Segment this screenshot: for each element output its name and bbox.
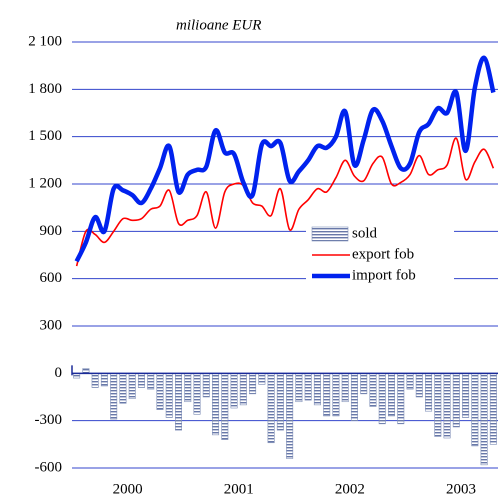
bar (415, 373, 423, 398)
bar (230, 373, 238, 409)
bar (369, 373, 377, 407)
y-tick-label: 600 (40, 270, 63, 286)
y-tick-label: -300 (35, 412, 63, 428)
legend: sold export fob import fob (306, 222, 454, 288)
bar (165, 373, 173, 418)
bar (193, 373, 201, 415)
bar (471, 373, 479, 447)
bar (452, 373, 460, 428)
bar (480, 373, 488, 466)
bar (156, 373, 164, 410)
bar (128, 373, 136, 399)
bar (239, 373, 247, 406)
bar (323, 373, 331, 417)
bar (137, 373, 145, 388)
bar (350, 373, 358, 421)
y-tick-label: 300 (40, 317, 63, 333)
bar (387, 373, 395, 417)
x-tick-label: 2002 (335, 481, 365, 497)
bar (425, 373, 433, 412)
bar (212, 373, 220, 436)
x-tick-label: 2000 (113, 481, 143, 497)
y-tick-label: 900 (40, 223, 63, 239)
line (75, 137, 495, 267)
legend-label: sold (352, 225, 378, 241)
legend-swatch (311, 226, 349, 242)
x-tick-label: 2003 (446, 481, 476, 497)
bar (110, 373, 118, 420)
bar (91, 373, 99, 388)
y-tick-label: -600 (35, 459, 63, 475)
y-tick-label: 1 500 (28, 128, 62, 144)
y-tick-label: 1 800 (28, 81, 62, 97)
bar (184, 373, 192, 403)
bar (221, 373, 229, 440)
bar (175, 373, 183, 431)
bar (258, 373, 266, 385)
bar (313, 373, 321, 406)
line (74, 55, 496, 263)
bar (304, 373, 312, 401)
bar (295, 373, 303, 403)
bar (443, 373, 451, 439)
bar (378, 373, 386, 425)
y-tick-label: 2 100 (28, 33, 62, 49)
bar (119, 373, 127, 404)
bar (341, 373, 349, 403)
bar (286, 373, 294, 459)
bar (276, 373, 284, 431)
bar (360, 373, 368, 395)
bar (249, 373, 257, 395)
bar (267, 373, 275, 444)
bar (147, 373, 155, 390)
legend-label: export fob (352, 246, 414, 262)
bar (397, 373, 405, 425)
x-tick-label: 2001 (224, 481, 254, 497)
y-unit-label: milioane EUR (176, 17, 261, 33)
y-tick-label: 1 200 (28, 175, 62, 191)
bar (100, 373, 108, 387)
bar (434, 373, 442, 437)
legend-label: import fob (352, 267, 416, 283)
bar (462, 373, 470, 418)
bar (489, 373, 497, 445)
bar (406, 373, 414, 390)
bar (332, 373, 340, 417)
y-tick-label: 0 (55, 365, 63, 381)
bar (202, 373, 210, 398)
